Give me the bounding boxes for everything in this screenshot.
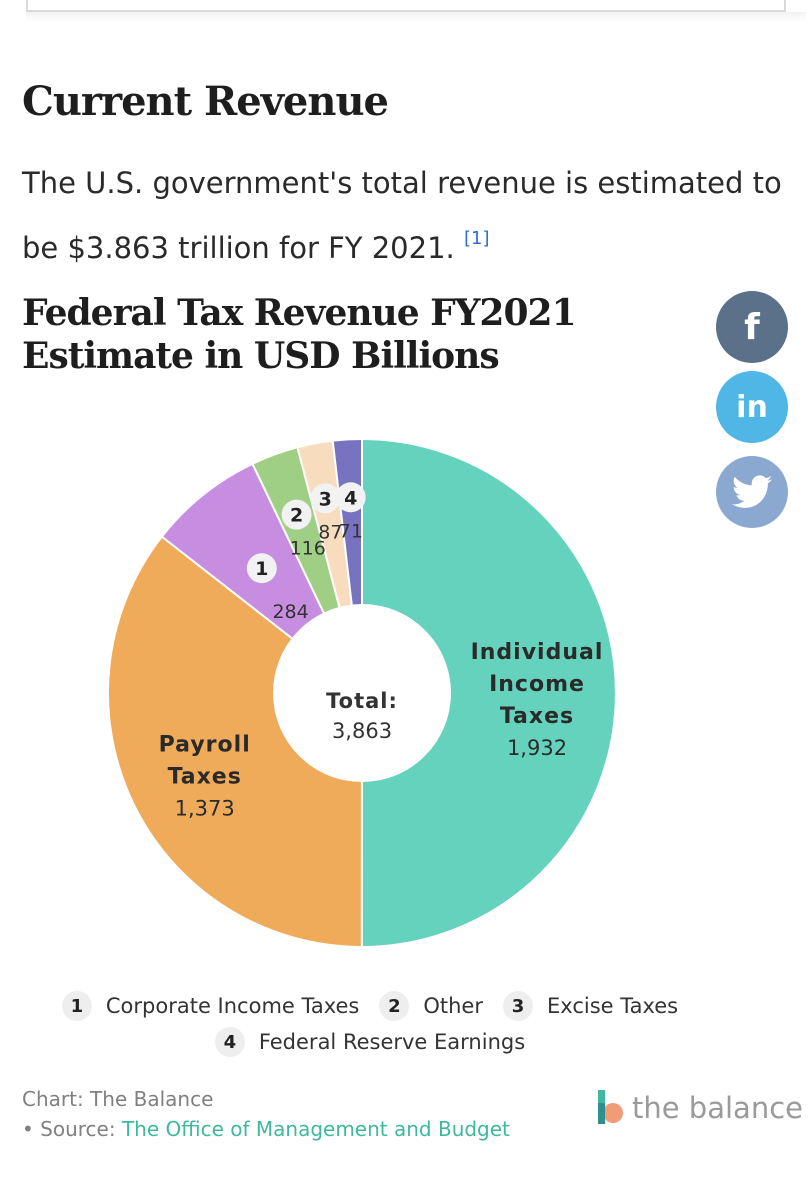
- intro-text: The U.S. government's total revenue is e…: [22, 166, 782, 265]
- slice-value: 284: [272, 601, 308, 623]
- source-link[interactable]: The Office of Management and Budget: [121, 1117, 510, 1141]
- legend-item: 1 Corporate Income Taxes: [61, 991, 360, 1021]
- legend-label: Other: [423, 994, 483, 1018]
- legend-marker: 1: [61, 991, 92, 1021]
- linkedin-share-button[interactable]: in: [716, 371, 788, 443]
- legend-item: 2 Other: [379, 991, 483, 1021]
- slice-marker-number: 3: [319, 488, 332, 510]
- legend-item: 3 Excise Taxes: [503, 991, 678, 1021]
- facebook-icon: f: [744, 306, 760, 348]
- slice-marker: [281, 499, 312, 530]
- brand-logo: the balance: [596, 1090, 803, 1126]
- legend-label: Federal Reserve Earnings: [258, 1030, 526, 1054]
- facebook-share-button[interactable]: f: [716, 291, 788, 363]
- center-value: 3,863: [332, 719, 392, 743]
- slice-marker-number: 4: [344, 487, 357, 509]
- chart-footer: Chart: The Balance • Source: The Office …: [22, 1084, 510, 1144]
- legend-label: Excise Taxes: [547, 994, 679, 1018]
- legend-marker: 3: [503, 991, 533, 1021]
- legend-row: 4 Federal Reserve Earnings: [0, 1024, 740, 1060]
- slice-marker: [335, 482, 366, 513]
- chart-credit: Chart: The Balance: [22, 1087, 214, 1111]
- intro-paragraph: The U.S. government's total revenue is e…: [22, 156, 792, 276]
- balance-logo-icon: [598, 1090, 623, 1124]
- slice-label: Payroll: [159, 733, 251, 758]
- source-line: • Source: The Office of Management and B…: [22, 1114, 510, 1144]
- legend-row: 1 Corporate Income Taxes 2 Other 3 Excis…: [0, 988, 740, 1024]
- slice-value: 71: [339, 520, 363, 542]
- slice-marker: [310, 483, 341, 514]
- slice-label: Income: [489, 672, 585, 697]
- slice-label: Individual: [471, 640, 604, 665]
- chart-legend: 1 Corporate Income Taxes 2 Other 3 Excis…: [0, 988, 740, 1060]
- chart-title: Federal Tax Revenue FY2021 Estimate in U…: [22, 292, 577, 377]
- slice-label: Taxes: [500, 704, 574, 729]
- revenue-donut-chart: Total: 3,863 Individual Income Taxes 1,932 P…: [107, 437, 617, 949]
- twitter-share-button[interactable]: [716, 456, 788, 528]
- slice-value: 116: [290, 538, 326, 560]
- slice-marker: [246, 553, 277, 584]
- slice-individual-income-taxes: [360, 437, 617, 949]
- center-label: Total:: [326, 689, 398, 713]
- slice-marker-number: 2: [290, 505, 303, 527]
- donut-hole: [273, 604, 451, 782]
- citation-link[interactable]: [1]: [463, 228, 490, 249]
- slice-value: 87: [318, 521, 342, 543]
- legend-marker: 4: [214, 1027, 245, 1057]
- section-heading: Current Revenue: [22, 78, 389, 125]
- legend-item: 4 Federal Reserve Earnings: [214, 1027, 526, 1057]
- card-shadow: [26, 12, 806, 22]
- previous-card-border: [26, 0, 786, 12]
- slice-payroll-taxes: [107, 535, 364, 949]
- linkedin-icon: in: [736, 389, 768, 425]
- brand-name: the balance: [632, 1091, 803, 1125]
- legend-marker: 2: [379, 991, 410, 1021]
- slice-label: Taxes: [168, 765, 242, 790]
- slice-marker-number: 1: [255, 558, 268, 580]
- twitter-icon: [732, 475, 772, 508]
- legend-label: Corporate Income Taxes: [105, 994, 360, 1018]
- source-prefix: • Source:: [22, 1117, 122, 1141]
- slice-value: 1,932: [507, 736, 567, 760]
- slice-value: 1,373: [175, 797, 235, 821]
